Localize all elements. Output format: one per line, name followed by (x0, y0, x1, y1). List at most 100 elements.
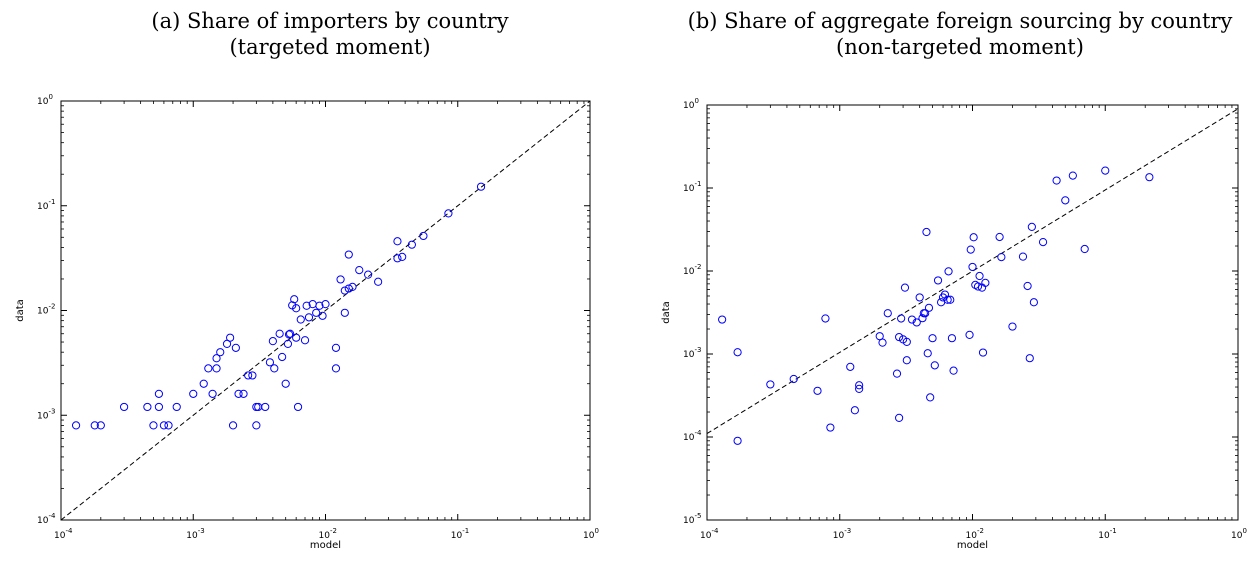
data-point-a (286, 329, 295, 338)
data-point-a (244, 371, 253, 380)
data-point-b (978, 348, 988, 357)
data-point-a (248, 371, 257, 380)
data-point-a (340, 308, 349, 317)
data-point-b (965, 330, 974, 339)
data-point-b (850, 406, 859, 415)
data-point-a (290, 295, 299, 304)
data-point-a (270, 364, 279, 373)
data-point-a (208, 389, 217, 398)
data-point-a (226, 333, 235, 342)
data-point-b (813, 386, 822, 395)
data-point-b (766, 380, 775, 389)
data-point-a (143, 402, 152, 412)
data-point-a (119, 402, 129, 412)
data-point-b (926, 393, 935, 402)
reference-line-b (706, 108, 1239, 434)
data-point-a (284, 330, 294, 339)
data-point-a (300, 336, 310, 345)
data-point-b (921, 309, 930, 318)
data-point-b (949, 366, 958, 375)
data-point-b (1027, 222, 1036, 231)
x-tick-label-a: 10-2 (319, 527, 337, 541)
data-point-a (292, 304, 301, 313)
data-point-b (733, 436, 742, 445)
data-point-b (895, 332, 904, 342)
data-point-b (924, 303, 934, 312)
y-tick-label-a: 10-4 (37, 512, 56, 526)
data-point-b (973, 282, 983, 291)
data-point-b (995, 232, 1004, 242)
x-axis-label-a: model (310, 540, 341, 551)
data-point-b (969, 233, 978, 242)
data-point-b (1038, 237, 1048, 247)
x-tick-label-b: 10-2 (966, 527, 984, 541)
data-point-b (915, 293, 924, 302)
data-point-b (733, 348, 742, 357)
y-axis-label-a: data (15, 299, 26, 322)
x-tick-label-b: 10-4 (700, 527, 719, 541)
x-tick-label-a: 10-4 (54, 527, 73, 541)
data-point-a (154, 402, 164, 412)
data-point-b (789, 374, 798, 384)
data-point-b (902, 337, 911, 346)
data-point-a (149, 421, 158, 430)
panel-b-title-line1: (b) Share of aggregate foreign sourcing … (687, 9, 1233, 33)
y-tick-label-b: 10-5 (683, 512, 701, 526)
data-point-a (90, 421, 99, 430)
data-point-b (895, 413, 904, 422)
data-point-a (304, 313, 314, 322)
data-point-b (846, 362, 855, 371)
data-point-a (293, 402, 303, 412)
data-point-b (1080, 244, 1089, 254)
data-point-a (154, 389, 164, 398)
data-point-b (1101, 166, 1110, 175)
data-point-a (239, 389, 248, 398)
data-point-b (1061, 196, 1070, 205)
data-point-a (199, 379, 208, 388)
data-point-b (855, 384, 864, 393)
data-point-a (419, 231, 428, 241)
data-point-b (940, 290, 950, 299)
data-point-a (476, 182, 486, 191)
data-point-a (172, 402, 181, 412)
data-point-b (918, 314, 927, 323)
data-point-a (261, 402, 270, 412)
chart-a: 10-4 10-3 10-2 10-1 100 10-4 10-3 10-2 10-1 100 mo… (15, 93, 599, 551)
data-point-b (1145, 173, 1154, 182)
data-point-a (340, 286, 349, 295)
data-point-b (902, 356, 911, 365)
data-point-a (364, 270, 373, 279)
x-tick-label-a: 10-1 (451, 527, 469, 541)
panel-b-title: (b) Share of aggregate foreign sourcing … (660, 8, 1260, 60)
data-point-a (71, 421, 81, 430)
y-axis-label-b: data (661, 301, 672, 324)
data-point-b (1068, 171, 1077, 180)
data-point-b (892, 369, 902, 378)
data-point-a (281, 379, 290, 388)
data-point-a (216, 348, 225, 357)
data-point-b (883, 309, 892, 318)
data-point-a (331, 364, 341, 373)
data-point-a (164, 421, 173, 430)
data-point-b (930, 361, 939, 370)
data-point-b (1008, 322, 1017, 331)
data-point-a (159, 421, 169, 430)
x-tick-label-a: 10-3 (186, 527, 204, 541)
data-point-b (907, 315, 917, 324)
data-point-b (718, 315, 727, 324)
data-point-a (318, 311, 327, 320)
data-point-b (947, 334, 957, 343)
y-tick-label-b: 100 (683, 97, 699, 111)
data-point-b (923, 349, 932, 358)
data-point-a (393, 237, 402, 246)
panel-b-title-line2: (non-targeted moment) (836, 35, 1084, 59)
data-point-a (331, 343, 341, 352)
data-point-b (922, 227, 931, 237)
data-point-a (321, 300, 330, 309)
data-point-a (407, 240, 416, 249)
data-point-a (344, 284, 353, 293)
reference-line-a (60, 100, 591, 521)
x-tick-label-b: 10-1 (1098, 527, 1116, 541)
x-tick-label-b: 10-3 (833, 527, 851, 541)
